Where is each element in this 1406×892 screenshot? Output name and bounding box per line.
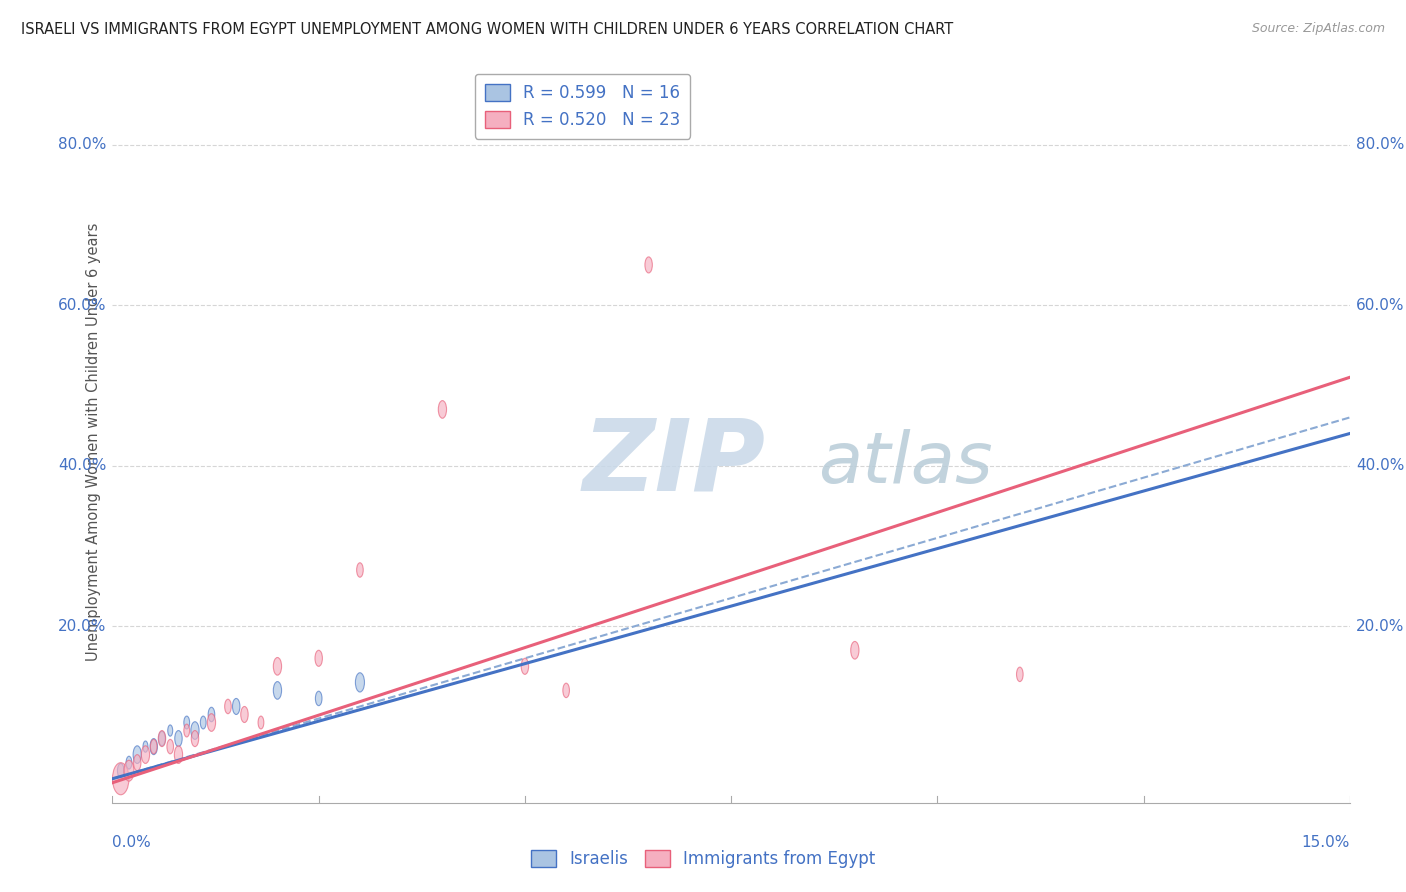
Ellipse shape (259, 716, 264, 729)
Ellipse shape (184, 716, 190, 729)
Ellipse shape (1017, 667, 1024, 681)
Ellipse shape (273, 681, 281, 699)
Ellipse shape (315, 691, 322, 706)
Ellipse shape (208, 707, 215, 722)
Ellipse shape (645, 257, 652, 273)
Ellipse shape (315, 650, 322, 666)
Ellipse shape (150, 739, 157, 755)
Ellipse shape (562, 683, 569, 698)
Ellipse shape (522, 658, 529, 674)
Text: 40.0%: 40.0% (58, 458, 107, 473)
Ellipse shape (167, 725, 173, 736)
Ellipse shape (191, 731, 198, 747)
Ellipse shape (159, 731, 166, 746)
Text: 20.0%: 20.0% (1355, 619, 1405, 633)
Ellipse shape (124, 760, 134, 781)
Ellipse shape (851, 641, 859, 659)
Ellipse shape (200, 716, 207, 729)
Ellipse shape (357, 563, 363, 577)
Ellipse shape (150, 739, 157, 754)
Text: Source: ZipAtlas.com: Source: ZipAtlas.com (1251, 22, 1385, 36)
Ellipse shape (240, 706, 249, 723)
Ellipse shape (232, 698, 240, 714)
Y-axis label: Unemployment Among Women with Children Under 6 years: Unemployment Among Women with Children U… (86, 222, 101, 661)
Text: 0.0%: 0.0% (112, 835, 152, 850)
Ellipse shape (174, 731, 183, 747)
Ellipse shape (112, 763, 129, 795)
Ellipse shape (159, 731, 166, 747)
Text: 80.0%: 80.0% (1355, 137, 1405, 152)
Text: ISRAELI VS IMMIGRANTS FROM EGYPT UNEMPLOYMENT AMONG WOMEN WITH CHILDREN UNDER 6 : ISRAELI VS IMMIGRANTS FROM EGYPT UNEMPLO… (21, 22, 953, 37)
Ellipse shape (356, 673, 364, 692)
Ellipse shape (167, 739, 173, 754)
Ellipse shape (142, 746, 149, 764)
Ellipse shape (118, 764, 124, 778)
Legend: Israelis, Immigrants from Egypt: Israelis, Immigrants from Egypt (524, 843, 882, 875)
Ellipse shape (127, 756, 132, 769)
Ellipse shape (225, 699, 231, 714)
Ellipse shape (134, 755, 141, 771)
Text: atlas: atlas (818, 429, 993, 498)
Ellipse shape (207, 714, 215, 731)
Text: 60.0%: 60.0% (58, 298, 107, 312)
Ellipse shape (143, 741, 148, 752)
Ellipse shape (191, 722, 200, 739)
Ellipse shape (134, 746, 142, 764)
Ellipse shape (439, 401, 447, 418)
Text: ZIP: ZIP (582, 415, 766, 512)
Text: 15.0%: 15.0% (1302, 835, 1350, 850)
Text: 80.0%: 80.0% (58, 137, 107, 152)
Text: 40.0%: 40.0% (1355, 458, 1405, 473)
Ellipse shape (273, 657, 281, 675)
Legend: R = 0.599   N = 16, R = 0.520   N = 23: R = 0.599 N = 16, R = 0.520 N = 23 (475, 74, 690, 139)
Text: 60.0%: 60.0% (1355, 298, 1405, 312)
Ellipse shape (174, 746, 183, 764)
Text: 20.0%: 20.0% (58, 619, 107, 633)
Ellipse shape (184, 724, 190, 737)
